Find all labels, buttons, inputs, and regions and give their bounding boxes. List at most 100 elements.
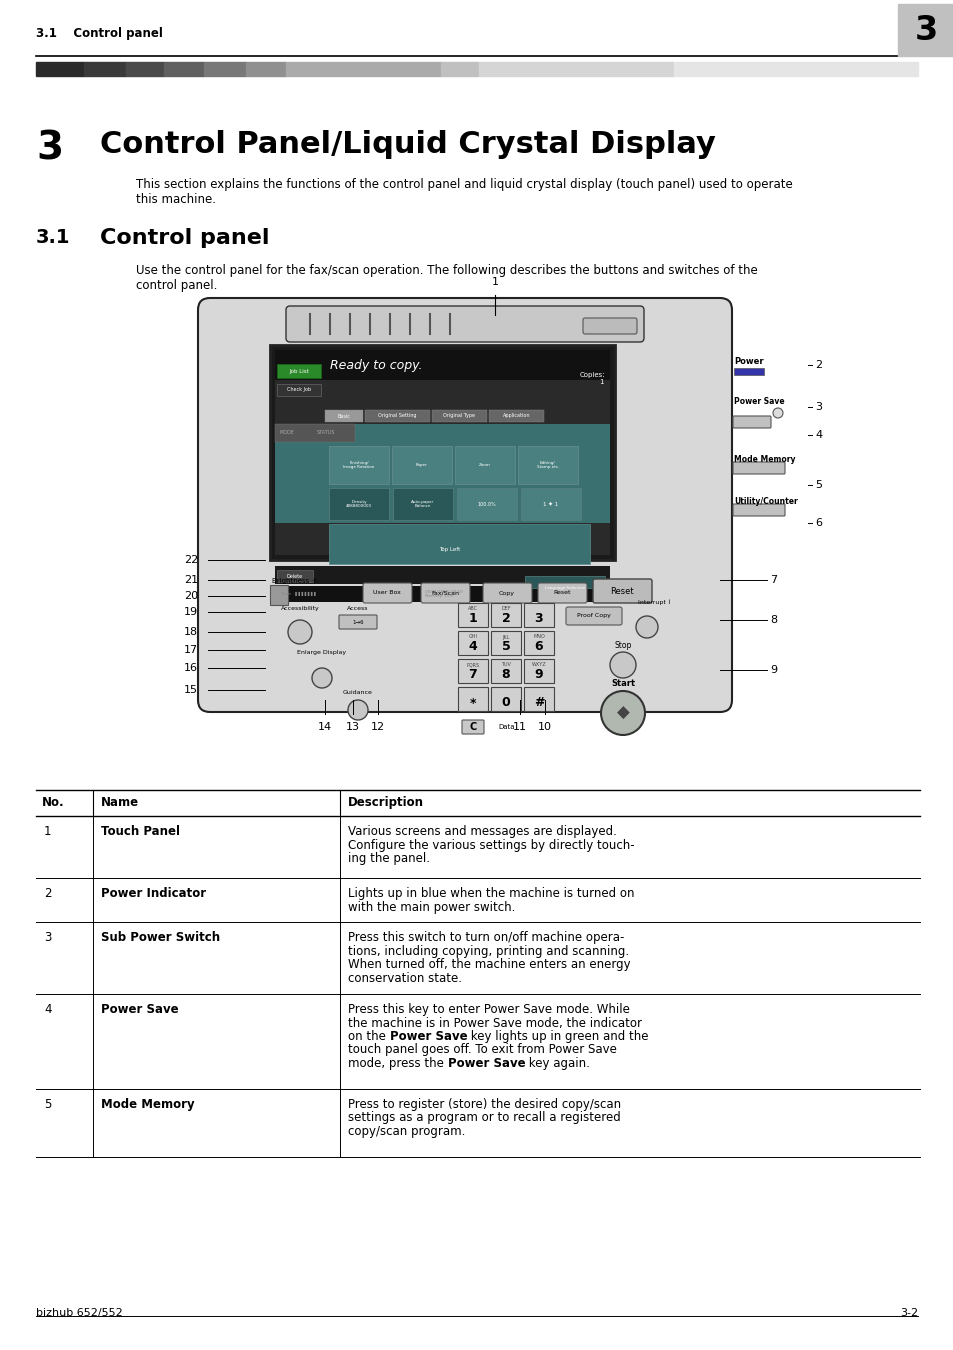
Bar	[274, 350, 609, 379]
Bar	[286, 62, 440, 76]
Text: Auto-paper
Balance: Auto-paper Balance	[411, 500, 435, 509]
Text: 13: 13	[346, 722, 359, 732]
Text: 4: 4	[44, 1003, 51, 1017]
Text: Ready to copy.: Ready to copy.	[330, 359, 422, 371]
FancyBboxPatch shape	[732, 416, 770, 428]
Text: Access: Access	[347, 606, 369, 612]
Text: Mode Memory: Mode Memory	[101, 1098, 194, 1111]
Text: Delete: Delete	[287, 574, 303, 579]
Bar	[204, 62, 246, 76]
Text: MNO: MNO	[533, 634, 544, 640]
FancyBboxPatch shape	[286, 306, 643, 342]
Text: Stop: Stop	[614, 641, 631, 649]
Text: 10: 10	[537, 722, 552, 732]
Bar	[329, 524, 589, 564]
Bar	[457, 603, 488, 626]
Text: User Box: User Box	[373, 590, 400, 595]
FancyBboxPatch shape	[363, 583, 412, 603]
Bar	[523, 687, 554, 711]
Bar	[491, 630, 520, 655]
Text: 5: 5	[501, 640, 510, 653]
Text: Accessibility: Accessibility	[280, 606, 319, 612]
Text: Press this switch to turn on/off machine opera-: Press this switch to turn on/off machine…	[348, 931, 623, 944]
Bar	[457, 630, 488, 655]
Text: this machine.: this machine.	[136, 193, 215, 207]
Bar	[455, 446, 515, 485]
Text: 17: 17	[184, 645, 198, 655]
Text: Configure the various settings by directly touch-: Configure the various settings by direct…	[348, 838, 634, 852]
Text: GHI: GHI	[468, 634, 477, 640]
Bar	[440, 62, 478, 76]
Bar	[365, 410, 430, 423]
FancyBboxPatch shape	[338, 616, 376, 629]
Bar	[456, 487, 517, 520]
Text: MODE: MODE	[280, 431, 294, 436]
Text: 100.0%: 100.0%	[477, 501, 496, 506]
Text: conservation state.: conservation state.	[348, 972, 461, 984]
Text: Top Left: Top Left	[439, 547, 460, 552]
Text: Reset: Reset	[610, 586, 633, 595]
Bar	[164, 62, 204, 76]
Text: Proof Copy: Proof Copy	[577, 613, 610, 618]
Bar	[274, 586, 609, 602]
Text: Power Save: Power Save	[101, 1003, 178, 1017]
Bar	[270, 585, 288, 605]
Text: Use the control panel for the fax/scan operation. The following describes the bu: Use the control panel for the fax/scan o…	[136, 265, 757, 277]
Text: Fax/Scan: Fax/Scan	[431, 590, 458, 595]
Bar	[517, 446, 578, 485]
Bar	[457, 687, 488, 711]
Text: Guidance: Guidance	[343, 690, 373, 695]
Text: key again.: key again.	[525, 1057, 590, 1071]
Text: Original Setting: Original Setting	[377, 413, 416, 418]
FancyBboxPatch shape	[537, 583, 586, 603]
Text: Interrupt ⌇: Interrupt ⌇	[638, 599, 670, 605]
Text: ing the panel.: ing the panel.	[348, 852, 430, 865]
Text: Reset: Reset	[553, 590, 570, 595]
Bar	[673, 62, 917, 76]
Text: 18: 18	[184, 626, 198, 637]
Text: 9: 9	[769, 666, 777, 675]
Text: 8: 8	[769, 616, 777, 625]
Text: Check Job: Check Job	[287, 387, 311, 393]
Bar	[520, 487, 580, 520]
Text: Paper: Paper	[416, 463, 428, 467]
Text: Brightness ☼: Brightness ☼	[272, 578, 317, 585]
Bar	[274, 350, 609, 555]
Text: This section explains the functions of the control panel and liquid crystal disp: This section explains the functions of t…	[136, 178, 792, 190]
Text: Description: Description	[348, 796, 423, 809]
Text: settings as a program or to recall a registered: settings as a program or to recall a reg…	[348, 1111, 620, 1125]
FancyBboxPatch shape	[420, 583, 470, 603]
Text: 4: 4	[468, 640, 476, 653]
Text: 2: 2	[501, 613, 510, 625]
Bar	[897, 4, 953, 55]
Text: DEF: DEF	[500, 606, 510, 612]
Text: 3: 3	[44, 931, 51, 944]
Bar	[491, 659, 520, 683]
Text: Start: Start	[610, 679, 635, 688]
Bar	[523, 659, 554, 683]
Bar	[393, 487, 453, 520]
Text: Sub Power Switch: Sub Power Switch	[101, 931, 220, 944]
Text: Enlarge Display: Enlarge Display	[297, 649, 346, 655]
Text: with the main power switch.: with the main power switch.	[348, 900, 515, 914]
Text: Power Save: Power Save	[389, 1030, 467, 1044]
FancyBboxPatch shape	[482, 583, 532, 603]
Text: 22: 22	[184, 555, 198, 566]
Bar	[329, 487, 389, 520]
Text: Language Selection: Language Selection	[544, 586, 584, 590]
Text: Data: Data	[497, 724, 514, 730]
Text: ◆: ◆	[616, 703, 629, 722]
Bar	[246, 62, 286, 76]
Bar	[84, 62, 126, 76]
Bar	[36, 62, 84, 76]
Text: 11: 11	[513, 722, 526, 732]
Text: Copies:
    1: Copies: 1	[578, 373, 604, 385]
Text: 21: 21	[184, 575, 198, 585]
Text: 3-2: 3-2	[899, 1308, 917, 1318]
Text: 2: 2	[44, 887, 51, 900]
Text: 5: 5	[44, 1098, 51, 1111]
Text: Editing/
Stamp etc.: Editing/ Stamp etc.	[537, 460, 558, 470]
Text: PQRS: PQRS	[466, 663, 479, 667]
Text: JKL: JKL	[501, 634, 509, 640]
Bar	[524, 576, 604, 589]
